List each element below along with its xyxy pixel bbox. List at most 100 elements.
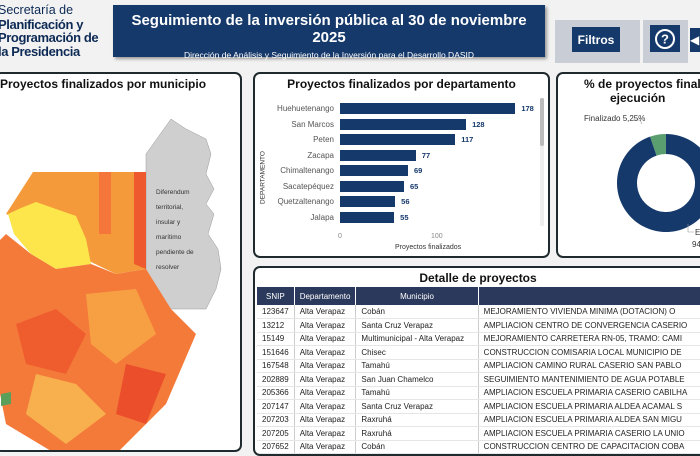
table-row[interactable]: 207205 Alta Verapaz Raxruhá AMPLIACION ESCU… (257, 426, 700, 441)
bar[interactable] (340, 103, 516, 114)
table-cell: Tamahú (355, 359, 479, 373)
table-cell: Alta Verapaz (294, 305, 357, 319)
bar-value: 65 (410, 181, 419, 191)
table-cell: Alta Verapaz (294, 372, 357, 387)
bar-label: Sacatepéquez (282, 181, 334, 191)
bar-chart-panel: Proyectos finalizados por departamento D… (253, 72, 550, 258)
column-header[interactable]: Municipio (355, 287, 479, 305)
table-cell: 167548 (257, 359, 295, 373)
table-row[interactable]: 207652 Alta Verapaz Cobán CONSTRUCCION CENT… (257, 440, 700, 454)
table-cell: MEJORAMIENTO CARRETERA RN-05, TRAMO: CAM… (478, 332, 700, 346)
column-header[interactable]: Departamento (294, 287, 357, 305)
table-title: Detalle de proyectos (419, 271, 537, 285)
scrollbar[interactable] (540, 98, 544, 226)
column-header[interactable] (478, 287, 700, 305)
donut-title: % de proyectos finali ejecución (560, 77, 700, 105)
back-button[interactable]: ◀ (690, 28, 700, 52)
table-cell: San Juan Chamelco (355, 372, 479, 387)
bar[interactable] (340, 149, 416, 161)
table-cell: AMPLIACION ESCUELA PRIMARIA ALDEA ACAMAL… (478, 399, 700, 414)
guatemala-map[interactable]: Diferendum territorial, insular y maríti… (0, 74, 242, 452)
bar-value: 77 (421, 150, 431, 160)
donut-chart[interactable]: Finalizado 5,25% En 94 (558, 74, 700, 258)
x-tick: 0 (338, 233, 342, 240)
x-tick: 100 (431, 233, 443, 240)
donut-title-line2: ejecución (610, 91, 666, 105)
table-cell: CONSTRUCCION COMISARIA LOCAL MUNICIPIO D… (478, 345, 700, 360)
table-row[interactable]: 123647 Alta Verapaz Cobán MEJORAMIENTO VIVI… (257, 305, 700, 319)
table-row[interactable]: 13212 Alta Verapaz Santa Cruz Verapaz AMPLI… (257, 318, 700, 333)
table-cell: SEGUIMIENTO MANTENIMIENTO DE AGUA POTABL… (478, 372, 700, 387)
table-cell: Alta Verapaz (294, 332, 357, 346)
bar[interactable] (340, 196, 396, 207)
header-banner: Seguimiento de la inversión pública al 3… (113, 5, 545, 60)
logo-line: Secretaría de (0, 3, 74, 17)
table-cell: Alta Verapaz (294, 318, 357, 333)
map-panel: Proyectos finalizados por municipio Dife… (0, 72, 242, 452)
table-cell: 207203 (257, 413, 295, 427)
bar[interactable] (340, 165, 408, 176)
table-cell: AMPLIACION ESCUELA PRIMARIA CASERIO LA U… (478, 426, 700, 441)
bar-label: Jalapa (310, 212, 334, 222)
table-row[interactable]: 207147 Alta Verapaz Santa Cruz Verapaz AMPL… (257, 399, 700, 414)
table-cell: Alta Verapaz (294, 345, 357, 360)
donut-title-line1: % de proyectos finali (584, 77, 700, 91)
projects-table: SNIP Departamento Municipio 123647 Alta Ver… (257, 287, 700, 454)
table-cell: AMPLIACION CENTRO DE CONVERGENCIA CASERI… (478, 318, 700, 333)
table-cell: 207652 (257, 440, 295, 454)
bar-chart-title: Proyectos finalizados por departamento (287, 77, 516, 91)
territorial-note: Diferendum territorial, insular y maríti… (156, 189, 194, 271)
table-cell: Alta Verapaz (294, 413, 357, 427)
svg-text:Diferendum: Diferendum (156, 189, 190, 196)
bar-label: Zacapa (307, 150, 334, 160)
table-cell: 205366 (257, 386, 295, 400)
bar[interactable] (340, 211, 395, 223)
table-row[interactable]: 167548 Alta Verapaz Tamahú AMPLIACION CAMIN… (257, 359, 700, 373)
table-row[interactable]: 151646 Alta Verapaz Chisec CONSTRUCCION COM… (257, 345, 700, 360)
table-row[interactable]: 205366 Alta Verapaz Tamahú AMPLIACION ESCUE… (257, 386, 700, 400)
svg-text:pendiente de: pendiente de (156, 249, 194, 256)
help-icon: ? (655, 28, 675, 49)
table-cell: 13212 (257, 318, 295, 333)
table-cell: Multimunicipal - Alta Verapaz (355, 332, 479, 346)
bar-label: San Marcos (291, 119, 334, 129)
filters-button[interactable]: Filtros (572, 27, 620, 52)
bar-value: 69 (413, 166, 423, 175)
bar[interactable] (340, 118, 467, 130)
donut-panel: % de proyectos finali ejecución Finaliza… (556, 72, 700, 258)
table-row[interactable]: 202889 Alta Verapaz San Juan Chamelco SEGUI… (257, 372, 700, 387)
table-row[interactable]: 15149 Alta Verapaz Multimunicipal - Alta V… (257, 332, 700, 346)
table-cell: Alta Verapaz (294, 386, 357, 400)
table-cell: Alta Verapaz (294, 359, 357, 373)
logo-line: la Presidencia (0, 43, 80, 59)
table-cell: 207147 (257, 399, 295, 414)
bar-value: 178 (521, 104, 534, 113)
table-cell: Santa Cruz Verapaz (355, 399, 479, 414)
table-cell: CONSTRUCCION CENTRO DE CAPACITACION COBA (478, 440, 700, 454)
svg-text:?: ? (661, 31, 669, 46)
bar-value: 56 (401, 197, 410, 206)
column-header[interactable]: SNIP (257, 287, 295, 305)
table-cell: 123647 (257, 305, 295, 319)
scrollbar-thumb[interactable] (540, 98, 544, 146)
help-button[interactable]: ? (650, 25, 680, 52)
table-row[interactable]: 207203 Alta Verapaz Raxruhá AMPLIACION ESCU… (257, 413, 700, 427)
svg-text:resolver: resolver (156, 264, 180, 271)
label-finalizado: Finalizado 5,25% (584, 114, 645, 123)
svg-text:marítimo: marítimo (156, 234, 182, 241)
table-cell: Raxruhá (355, 413, 479, 427)
table-cell: Tamahú (355, 386, 479, 400)
logo-line: Programación de (0, 30, 99, 45)
table-cell: 202889 (257, 372, 295, 387)
bar-label: Huehuetenango (277, 104, 334, 113)
table-cell: MEJORAMIENTO VIVIENDA MINIMA (DOTACION) … (478, 305, 700, 319)
slice-en-ejecucion (617, 134, 700, 232)
bar-value: 128 (472, 119, 485, 129)
table-cell: AMPLIACION CAMINO RURAL CASERIO SAN PABL… (478, 359, 700, 373)
table-cell: Santa Cruz Verapaz (355, 318, 479, 333)
bar[interactable] (340, 134, 456, 145)
projects-table-panel: Detalle de proyectos SNIP Departamento Mun… (253, 266, 700, 456)
bar[interactable] (340, 180, 405, 192)
label-en-ejecucion: En (695, 228, 700, 237)
bar-label: Quetzaltenango (277, 197, 335, 206)
